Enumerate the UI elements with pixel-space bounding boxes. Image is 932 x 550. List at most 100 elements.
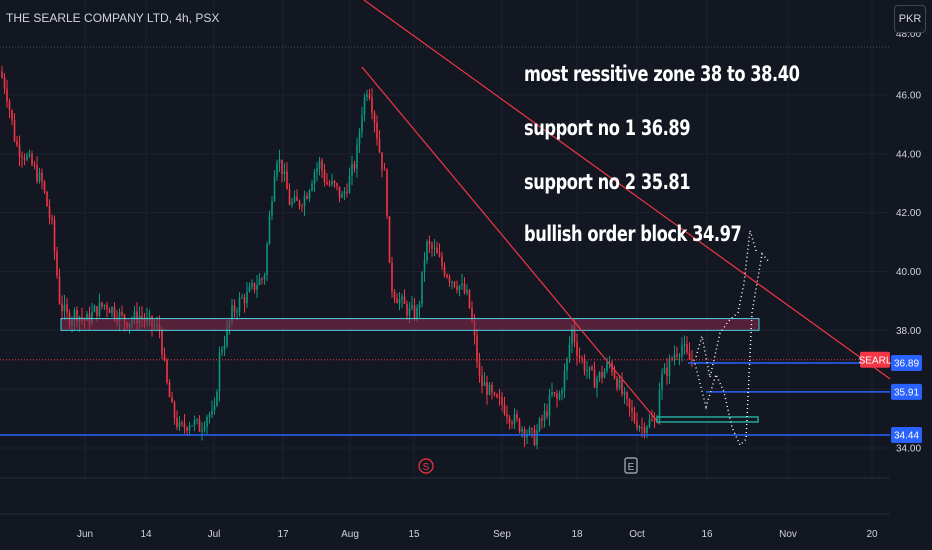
candle-body [601,372,603,378]
candle-body [568,344,571,359]
x-tick-label: 15 [408,529,420,540]
candle-body [351,163,353,176]
annotation-support-2[interactable]: support no 2 35.81 [524,170,691,194]
symbol-title[interactable]: THE SEARLE COMPANY LTD, 4h, PSX [6,11,220,25]
candle-body [96,306,98,316]
candle-body [636,421,638,429]
candle-body [448,277,451,283]
candle-body [73,309,76,321]
x-tick-label: Oct [629,529,645,540]
y-tick-label: 34.00 [896,444,921,455]
candle-body [643,427,646,433]
candle-body [666,367,668,376]
candle-body [536,430,538,445]
candle-body [233,305,236,312]
annotation-resistance-zone[interactable]: most ressitive zone 38 to 38.40 [524,62,800,86]
candle-body [438,253,441,257]
candle-body [298,200,301,207]
candle-body [478,362,481,376]
candles-group [1,65,693,450]
split-event-marker [418,458,434,474]
candle-body [386,169,388,217]
y-tick-label: 44.00 [896,149,921,160]
candle-body [263,275,266,280]
candle-body [486,382,488,395]
currency-button[interactable]: PKR [894,5,926,33]
candle-body [533,429,536,445]
candle-body [236,311,238,313]
candle-body [343,191,346,195]
candle-body [111,307,113,313]
candle-body [81,316,83,319]
candle-body [586,370,588,372]
candle-body [573,326,576,342]
candle-body [208,414,211,418]
candle-body [546,411,548,417]
price-tag-label: 34.44 [894,431,919,442]
candle-body [196,419,198,421]
candle-body [483,382,486,386]
candle-body [93,306,96,312]
candle-body [596,378,598,388]
candle-body [671,358,673,360]
candle-body [563,371,566,391]
candle-body [426,241,428,261]
candle-body [308,190,311,199]
candle-body [496,394,498,398]
candle-body [348,175,351,193]
candle-body [566,358,568,372]
candle-body [166,359,168,383]
candle-body [241,297,243,299]
candle-body [383,169,386,171]
candle-body [56,251,58,276]
candle-body [226,327,228,346]
candle-body [353,163,356,169]
candle-body [423,260,426,272]
candle-body [393,291,396,299]
candle-body [446,274,448,278]
candle-body [471,307,473,322]
candle-body [346,191,348,193]
candle-body [663,367,666,374]
candle-body [186,427,188,431]
candle-body [593,369,596,388]
candle-body [498,397,501,399]
candle-body [603,370,606,378]
candle-body [118,311,121,322]
candle-body [681,345,683,356]
candle-body [381,152,383,170]
candle-body [493,392,496,395]
candle-body [488,384,491,395]
candle-body [518,419,521,432]
x-tick-label: Jun [77,529,93,540]
candle-body [3,77,6,89]
candle-body [38,172,41,182]
candle-body [673,354,676,359]
candle-body [328,184,331,186]
price-tag-label: SEARL [859,355,892,366]
annotation-support-1[interactable]: support no 1 36.89 [524,116,691,140]
candle-body [136,311,138,324]
candle-body [318,160,321,168]
candle-body [11,110,13,121]
candle-body [408,307,411,316]
candle-body [376,122,378,139]
candle-body [276,162,278,177]
candle-body [106,304,108,310]
candle-body [58,275,61,304]
y-tick-label-partial: 48.00 [896,29,921,40]
candle-body [458,285,461,291]
candle-body [583,359,586,372]
annotation-order-block[interactable]: bullish order block 34.97 [524,222,742,246]
earnings-event-marker [624,457,638,474]
candle-body [198,419,201,432]
candle-body [686,344,688,353]
y-tick-label: 38.00 [896,326,921,337]
candle-body [421,271,423,305]
candle-body [183,423,186,428]
candle-body [13,120,16,141]
trendline-long [363,0,891,380]
candle-body [623,392,626,394]
